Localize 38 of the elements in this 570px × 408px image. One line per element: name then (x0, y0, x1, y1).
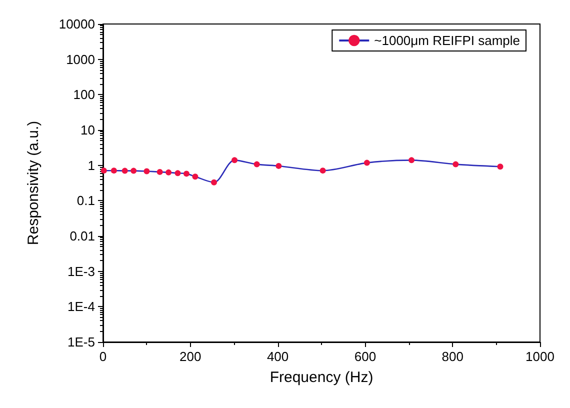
x-tick-label: 0 (99, 349, 107, 364)
point (144, 168, 150, 174)
y-tick-label: 1000 (66, 52, 95, 67)
point (364, 160, 370, 166)
y-tick-label: 0.01 (70, 228, 95, 244)
point (174, 170, 181, 176)
point (183, 170, 190, 177)
point (276, 162, 282, 169)
y-tick-label: 1 (88, 158, 95, 173)
point (130, 168, 137, 174)
x-tick-label: 1000 (526, 349, 554, 364)
x-tick-label: 600 (354, 349, 376, 364)
y-tick-label: 10 (80, 122, 95, 138)
point (452, 161, 459, 168)
legend-label: ~1000μm REIFPI sample (374, 33, 520, 48)
point (166, 169, 172, 176)
x-axis-title: Frequency (Hz) (270, 369, 374, 386)
point (211, 179, 217, 186)
y-axis-title: Responsivity (a.u.) (25, 120, 42, 246)
y-tick-label: 100 (73, 87, 95, 102)
point (122, 168, 128, 174)
y-tick-label: 10000 (58, 16, 95, 32)
x-tick-label: 200 (180, 349, 202, 364)
y-tick-label: 1E-3 (68, 264, 95, 279)
point (254, 161, 260, 168)
point (100, 168, 107, 174)
x-tick-label: 400 (266, 349, 289, 364)
y-tick-label: 1E-4 (68, 299, 95, 314)
point (156, 168, 163, 175)
y-tick-label: 0.1 (76, 193, 95, 208)
point (232, 157, 238, 164)
point (110, 168, 117, 174)
point (320, 168, 326, 174)
y-tick-label: 1E-5 (68, 334, 95, 350)
point (408, 157, 415, 164)
x-tick-label: 800 (442, 349, 464, 364)
point (192, 174, 198, 180)
point (497, 164, 504, 170)
